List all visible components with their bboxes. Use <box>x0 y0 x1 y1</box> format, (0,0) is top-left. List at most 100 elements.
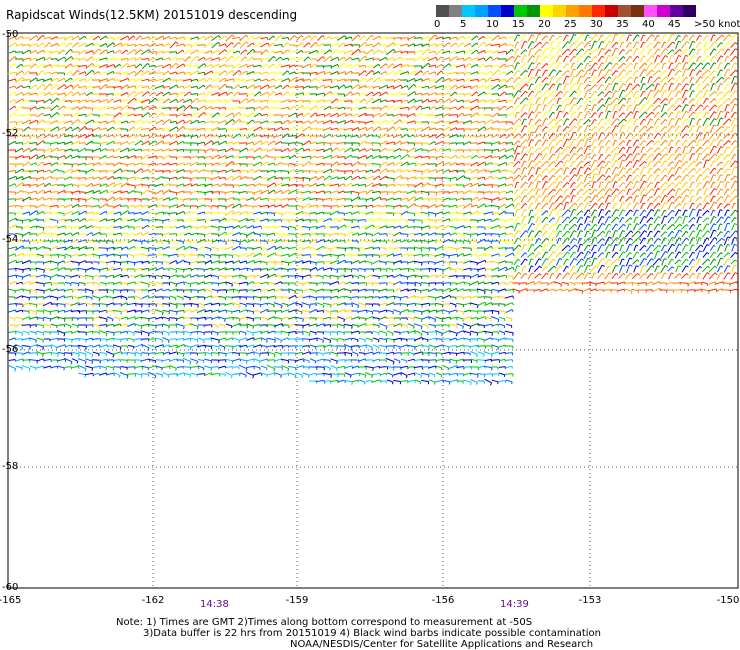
wind-barb-tick <box>70 154 73 158</box>
wind-barb-tick <box>727 181 730 184</box>
wind-barb-tick <box>252 112 256 116</box>
wind-barb <box>547 181 555 189</box>
wind-barb <box>141 177 149 179</box>
wind-barb <box>183 64 191 68</box>
wind-barb-tick <box>567 146 571 149</box>
wind-barb <box>477 183 485 187</box>
wind-barb-tick <box>650 97 653 100</box>
wind-barb <box>702 90 708 98</box>
wind-barb <box>498 176 506 180</box>
wind-barb-tick <box>727 48 731 51</box>
wind-barb-tick <box>629 188 632 191</box>
wind-barb <box>190 97 198 105</box>
wind-barb-tick <box>120 106 122 110</box>
wind-barb <box>337 84 345 90</box>
wind-barb-tick <box>588 119 591 122</box>
wind-barb-tick <box>629 146 632 149</box>
wind-barb <box>491 148 499 152</box>
wind-barb-tick <box>545 195 549 198</box>
wind-barb <box>681 89 687 99</box>
wind-barb <box>590 112 596 118</box>
wind-barb-tick <box>727 62 731 65</box>
wind-barb-tick <box>580 75 584 78</box>
wind-barb <box>119 147 129 153</box>
wind-barb-tick <box>399 140 402 144</box>
wind-barb <box>141 43 149 47</box>
wind-barb <box>344 85 352 89</box>
wind-barb <box>372 77 380 83</box>
wind-barb-tick <box>203 84 206 88</box>
wind-barb-tick <box>615 124 619 128</box>
wind-barb-tick <box>671 97 674 100</box>
wind-barb <box>653 35 659 41</box>
wind-barb-tick <box>337 64 340 68</box>
wind-barb-tick <box>567 153 571 157</box>
wind-barb <box>563 83 567 91</box>
wind-barb-tick <box>154 85 157 88</box>
wind-barb-tick <box>272 35 276 38</box>
wind-barb <box>379 112 387 118</box>
wind-barb-tick <box>36 119 39 124</box>
wind-barb <box>232 36 240 40</box>
wind-barb <box>141 85 149 89</box>
wind-barb <box>16 63 22 69</box>
wind-barb <box>653 174 659 182</box>
wind-barb <box>351 175 359 181</box>
wind-barb-tick <box>125 49 129 52</box>
wind-barb <box>534 160 540 168</box>
wind-barb-tick <box>692 83 695 86</box>
wind-barb <box>64 63 72 69</box>
wind-barb-tick <box>545 96 549 99</box>
wind-barb <box>211 154 219 160</box>
wind-barb <box>176 105 184 111</box>
wind-barb <box>612 82 616 92</box>
wind-barb-tick <box>133 148 136 151</box>
wind-barb <box>498 79 506 81</box>
wind-barb <box>57 92 65 96</box>
wind-barb-tick <box>62 49 66 52</box>
wind-barb <box>561 70 569 76</box>
wind-barb-tick <box>476 112 480 116</box>
wind-barb-tick <box>371 97 375 101</box>
wind-barb-tick <box>615 159 619 163</box>
wind-barb <box>331 48 337 56</box>
wind-barb <box>702 153 708 161</box>
wind-barb <box>379 56 387 62</box>
wind-barb <box>512 76 520 84</box>
wind-barb-tick <box>287 84 290 88</box>
wind-barb <box>548 168 554 174</box>
wind-barb <box>203 148 213 152</box>
wind-barb <box>547 125 555 133</box>
wind-barb <box>22 85 30 89</box>
wind-barb <box>695 168 701 174</box>
wind-barb <box>280 99 290 103</box>
wind-barb <box>555 55 561 63</box>
wind-barb-tick <box>734 82 739 85</box>
wind-barb-tick <box>699 152 703 155</box>
wind-barb-tick <box>636 96 640 99</box>
wind-barb-tick <box>622 182 625 185</box>
wind-barb <box>141 36 149 40</box>
wind-barb-tick <box>699 132 703 135</box>
wind-barb <box>282 84 288 90</box>
wind-barb <box>253 147 261 153</box>
wind-barb-tick <box>218 92 221 96</box>
wind-barb <box>434 161 444 167</box>
wind-barb <box>421 92 429 96</box>
wind-barb <box>21 79 31 81</box>
wind-barb <box>640 146 644 154</box>
legend-label: 15 <box>512 19 525 30</box>
wind-barb <box>92 121 100 123</box>
wind-barb <box>393 119 401 125</box>
wind-barb <box>647 76 651 84</box>
wind-barb-tick <box>524 49 528 52</box>
wind-barb <box>177 49 183 55</box>
wind-barb <box>77 198 87 200</box>
legend-swatch <box>514 5 527 17</box>
wind-barb <box>596 174 604 182</box>
wind-barb <box>400 51 408 53</box>
wind-barb-tick <box>657 62 661 65</box>
wind-barb <box>105 64 115 68</box>
wind-barb-tick <box>70 63 73 67</box>
wind-barb-tick <box>538 55 541 58</box>
